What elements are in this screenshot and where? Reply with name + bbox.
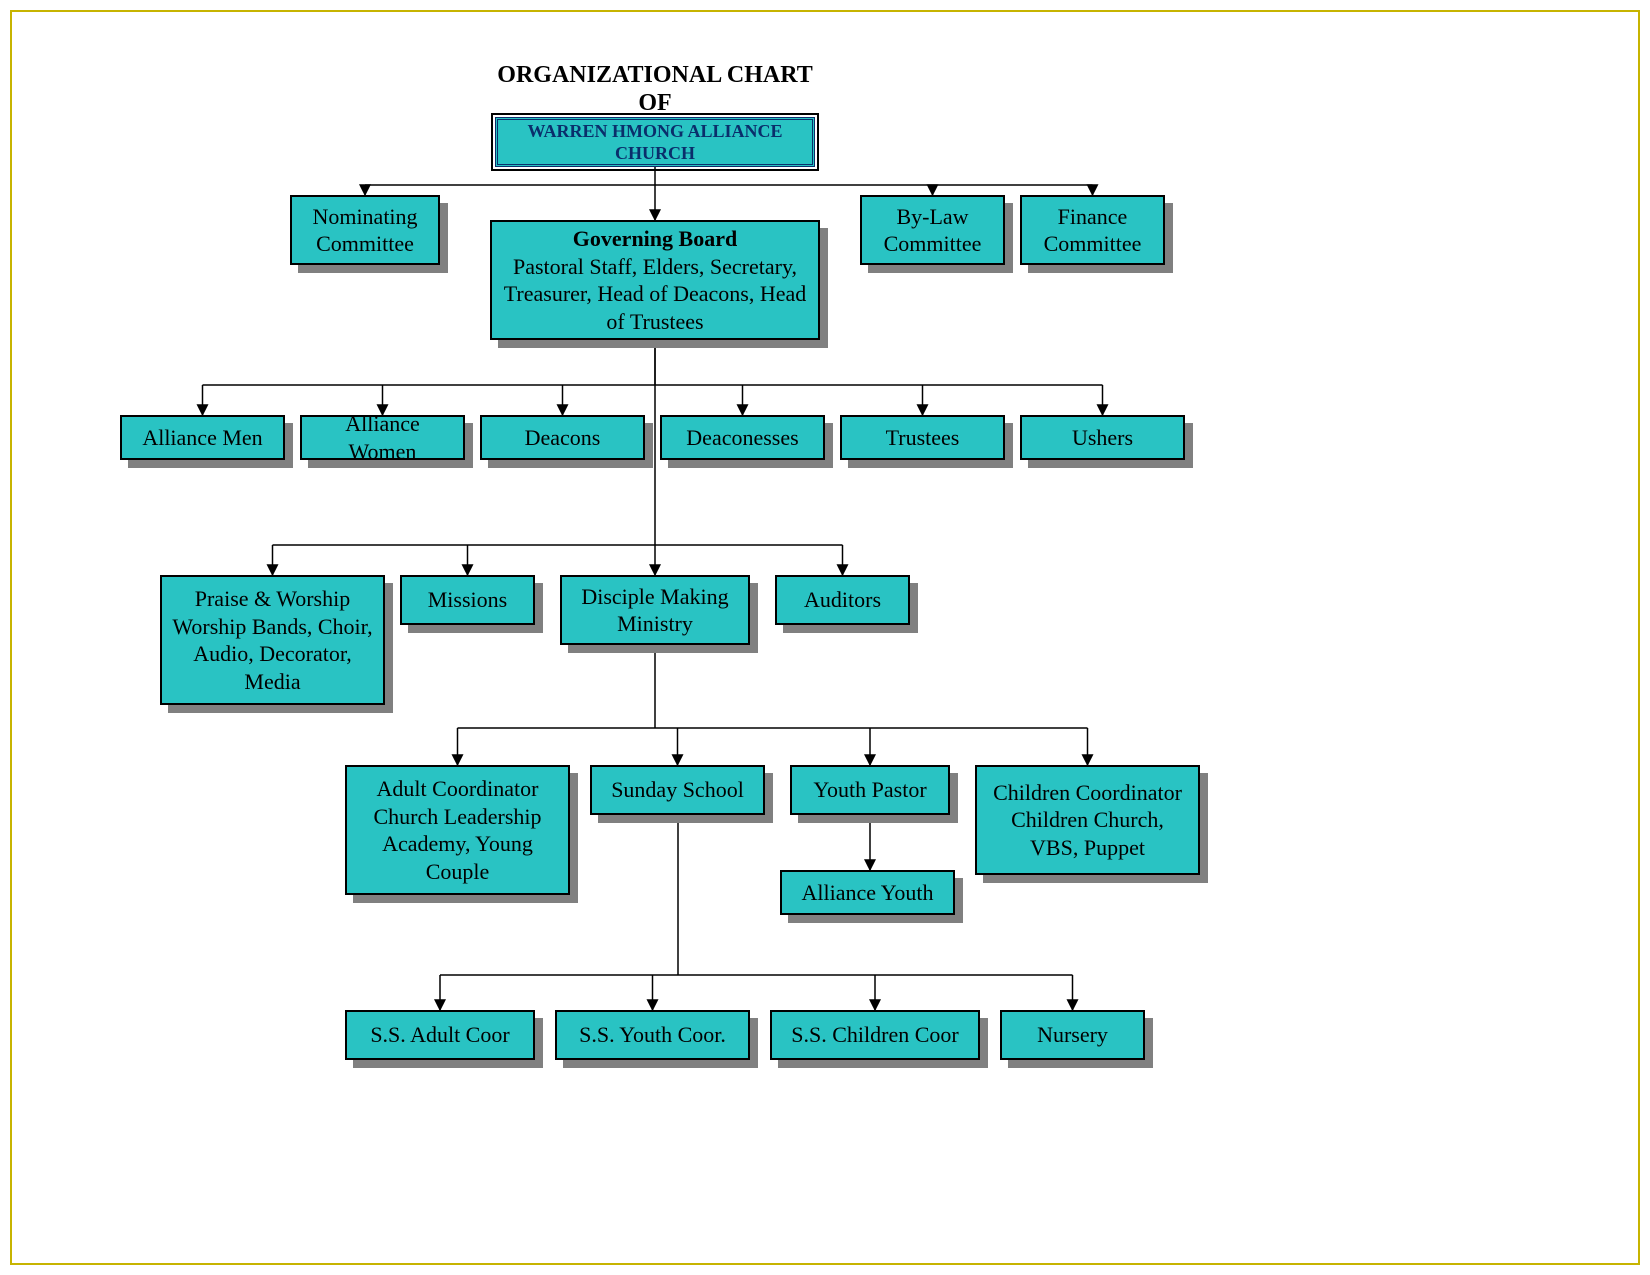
org-node-alliance_women: Alliance Women <box>300 415 465 460</box>
node-text: By-Law Committee <box>870 203 995 258</box>
node-text: Youth Pastor <box>813 776 926 804</box>
node-title: Governing Board <box>500 225 810 253</box>
node-text: Deaconesses <box>686 424 798 452</box>
node-text: Finance Committee <box>1030 203 1155 258</box>
node-text: S.S. Adult Coor <box>370 1021 509 1049</box>
org-node-nursery: Nursery <box>1000 1010 1145 1060</box>
org-node-deaconesses: Deaconesses <box>660 415 825 460</box>
node-text: Sunday School <box>611 776 744 804</box>
node-text: Disciple Making Ministry <box>570 583 740 638</box>
org-node-alliance_youth: Alliance Youth <box>780 870 955 915</box>
org-node-children_coord: Children Coordinator Children Church, VB… <box>975 765 1200 875</box>
org-node-ss_adult: S.S. Adult Coor <box>345 1010 535 1060</box>
node-text: Adult Coordinator Church Leadership Acad… <box>355 775 560 885</box>
org-node-praise: Praise & Worship Worship Bands, Choir, A… <box>160 575 385 705</box>
node-text: Alliance Men <box>142 424 262 452</box>
node-text: S.S. Children Coor <box>791 1021 958 1049</box>
org-node-ss_youth: S.S. Youth Coor. <box>555 1010 750 1060</box>
node-title: WARREN HMONG ALLIANCE CHURCH <box>506 120 804 165</box>
node-text: Pastoral Staff, Elders, Secretary, Treas… <box>500 253 810 336</box>
org-node-trustees: Trustees <box>840 415 1005 460</box>
org-node-finance: Finance Committee <box>1020 195 1165 265</box>
node-text: Missions <box>428 586 507 614</box>
node-text: Nominating Committee <box>300 203 430 258</box>
org-node-adult_coord: Adult Coordinator Church Leadership Acad… <box>345 765 570 895</box>
node-text: Children Coordinator Children Church, VB… <box>985 779 1190 862</box>
node-text: Alliance Women <box>310 410 455 465</box>
org-node-root: WARREN HMONG ALLIANCE CHURCH <box>495 117 815 167</box>
org-node-nominating: Nominating Committee <box>290 195 440 265</box>
org-node-ss_children: S.S. Children Coor <box>770 1010 980 1060</box>
node-text: Trustees <box>886 424 960 452</box>
org-node-deacons: Deacons <box>480 415 645 460</box>
node-text: Alliance Youth <box>802 879 934 907</box>
node-text: Ushers <box>1072 424 1133 452</box>
node-text: Praise & Worship Worship Bands, Choir, A… <box>170 585 375 695</box>
org-node-governing: Governing BoardPastoral Staff, Elders, S… <box>490 220 820 340</box>
org-node-dmm: Disciple Making Ministry <box>560 575 750 645</box>
org-node-missions: Missions <box>400 575 535 625</box>
org-node-bylaw: By-Law Committee <box>860 195 1005 265</box>
org-node-youth_pastor: Youth Pastor <box>790 765 950 815</box>
node-text: Deacons <box>525 424 601 452</box>
org-node-ushers: Ushers <box>1020 415 1185 460</box>
org-node-auditors: Auditors <box>775 575 910 625</box>
org-node-alliance_men: Alliance Men <box>120 415 285 460</box>
node-text: Auditors <box>804 586 881 614</box>
node-text: Nursery <box>1037 1021 1108 1049</box>
node-text: S.S. Youth Coor. <box>579 1021 726 1049</box>
org-node-sunday: Sunday School <box>590 765 765 815</box>
